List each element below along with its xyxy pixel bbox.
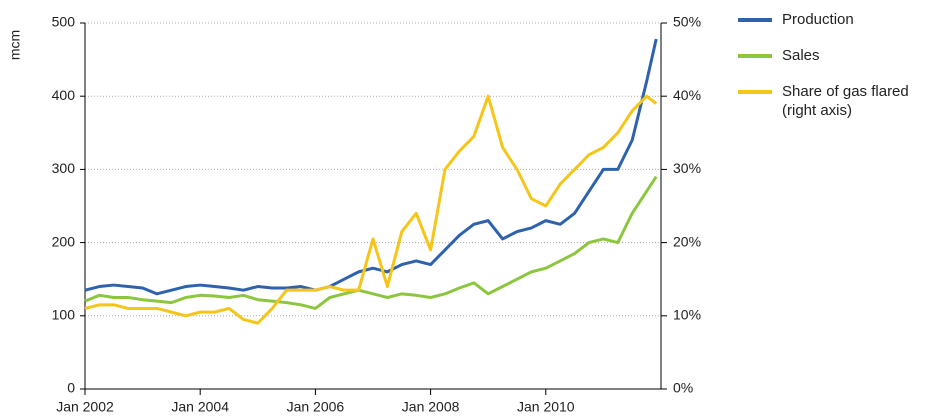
x-tick-label: Jan 2006 [287, 399, 345, 415]
legend-item: Share of gas flared (right axis) [738, 82, 938, 120]
legend-swatch [738, 18, 772, 22]
y-tick-label: 400 [52, 87, 76, 103]
legend-label: Production [782, 11, 854, 28]
y2-tick-label: 20% [673, 233, 701, 249]
legend-item: Production [738, 10, 938, 29]
y2-tick-label: 0% [673, 380, 693, 396]
x-tick-label: Jan 2004 [171, 399, 229, 415]
y-axis-label: mcm [7, 30, 23, 60]
y-tick-label: 100 [52, 307, 76, 323]
legend-item: Sales [738, 46, 938, 65]
x-tick-label: Jan 2010 [517, 399, 575, 415]
legend: Production Sales Share of gas flared (righ… [738, 10, 938, 137]
y2-tick-label: 50% [673, 14, 701, 30]
y2-tick-label: 40% [673, 87, 701, 103]
y2-tick-label: 30% [673, 160, 701, 176]
series-line [84, 175, 658, 310]
x-tick-label: Jan 2002 [56, 399, 114, 415]
y-tick-label: 200 [52, 233, 76, 249]
y-tick-label: 500 [52, 14, 76, 30]
y-tick-label: 300 [52, 160, 76, 176]
legend-swatch [738, 54, 772, 58]
legend-swatch [738, 90, 772, 94]
y-tick-label: 0 [67, 380, 75, 396]
legend-label: Share of gas flared (right axis) [782, 83, 909, 119]
series-line [84, 94, 658, 325]
y2-tick-label: 10% [673, 307, 701, 323]
x-tick-label: Jan 2008 [402, 399, 460, 415]
series-line [84, 38, 658, 296]
legend-label: Sales [782, 47, 820, 64]
